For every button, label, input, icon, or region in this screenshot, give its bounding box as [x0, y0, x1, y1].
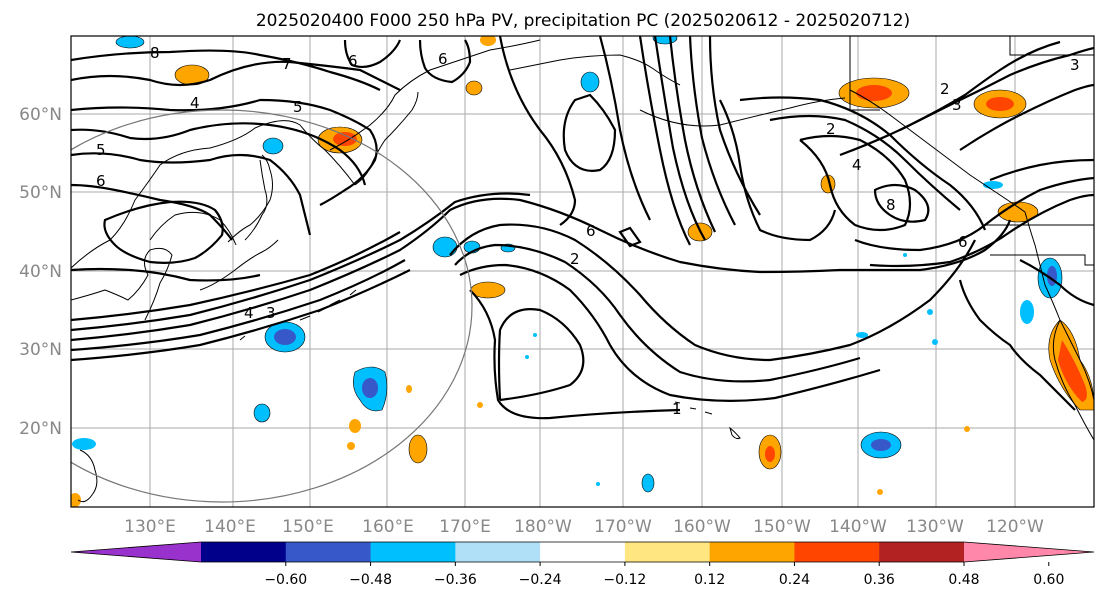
lon-label: 130°W [906, 517, 964, 537]
contour-label: 7 [282, 55, 292, 73]
colorbar-segment [370, 542, 456, 562]
colorbar-tick-label: −0.48 [349, 572, 392, 588]
lon-label: 150°E [282, 517, 334, 537]
colorbar-segment [455, 542, 541, 562]
latitude-labels: 60°N 50°N 40°N 30°N 20°N [19, 105, 62, 439]
contour-label: 4 [190, 94, 200, 112]
colorbar-tick-label: −0.12 [603, 572, 646, 588]
contour-label: 3 [952, 96, 962, 114]
contour-label: 5 [293, 98, 303, 116]
range-ring [71, 109, 473, 503]
longitude-labels: 130°E 140°E 150°E 160°E 170°E 180°W 170°… [124, 517, 1044, 537]
lon-label: 180°W [514, 517, 572, 537]
colorbar-extend-min [71, 542, 201, 562]
contour-label: 8 [886, 196, 896, 214]
colorbar-tick-label: 0.12 [694, 572, 725, 588]
map-frame [70, 35, 1095, 508]
lon-label: 150°W [753, 517, 811, 537]
contour-label: 3 [1070, 56, 1080, 74]
contour-label: 2 [826, 120, 836, 138]
colorbar-outline [70, 541, 1095, 563]
lon-label: 140°W [829, 517, 887, 537]
colorbar-tick-label: 0.48 [948, 572, 979, 588]
lon-label: 160°E [362, 517, 414, 537]
contour-label: 3 [266, 304, 276, 322]
contour-label: 6 [958, 233, 968, 251]
contour-labels: 8 7 6 6 5 5 6 4 4 3 6 2 1 2 4 8 6 3 2 3 [96, 44, 1080, 418]
pv-contours [71, 36, 1094, 420]
colorbar-segment [624, 542, 711, 562]
colorbar: −0.60 −0.48 −0.36 −0.24 −0.12 0.12 0.24 0.36 0.4… [70, 541, 1095, 588]
map-panel: 8 7 6 6 5 5 6 4 4 3 6 2 1 2 4 8 6 3 2 3 [70, 35, 1095, 508]
colorbar-segment [879, 542, 965, 562]
colorbar-extend-max [964, 542, 1094, 562]
colorbar-tick-label: 0.60 [1033, 572, 1064, 588]
map-title: 2025020400 F000 250 hPa PV, precipitatio… [256, 11, 910, 31]
colorbar-segment [285, 542, 372, 562]
lon-label: 160°W [673, 517, 731, 537]
contour-label: 6 [438, 50, 448, 68]
colorbar-segment [540, 542, 626, 562]
contour-label: 2 [570, 250, 580, 268]
contour-label: 8 [150, 44, 160, 62]
contour-label: 4 [244, 304, 254, 322]
lat-label: 60°N [19, 105, 62, 125]
colorbar-tick-label: 0.36 [864, 572, 895, 588]
colorbar-segment [709, 542, 795, 562]
colorbar-tick-label: −0.60 [264, 572, 307, 588]
contour-label: 6 [348, 52, 358, 70]
lat-label: 20°N [19, 419, 62, 439]
colorbar-tick-label: −0.24 [519, 572, 562, 588]
lon-label: 140°E [204, 517, 256, 537]
lon-label: 130°E [124, 517, 176, 537]
colorbar-tick-label: 0.24 [779, 572, 810, 588]
contour-label: 5 [96, 141, 106, 159]
contour-label: 2 [940, 80, 950, 98]
colorbar-tick-label: −0.36 [434, 572, 477, 588]
contour-label: 6 [586, 222, 596, 240]
lon-label: 120°W [986, 517, 1044, 537]
lat-label: 40°N [19, 262, 62, 282]
colorbar-segment [201, 542, 287, 562]
lon-label: 170°E [439, 517, 491, 537]
lat-label: 50°N [19, 183, 62, 203]
contour-label: 6 [96, 172, 106, 190]
contour-label: 4 [852, 156, 862, 174]
lat-label: 30°N [19, 340, 62, 360]
lon-label: 170°W [594, 517, 652, 537]
colorbar-segment [794, 542, 880, 562]
contour-label: 1 [672, 400, 682, 418]
